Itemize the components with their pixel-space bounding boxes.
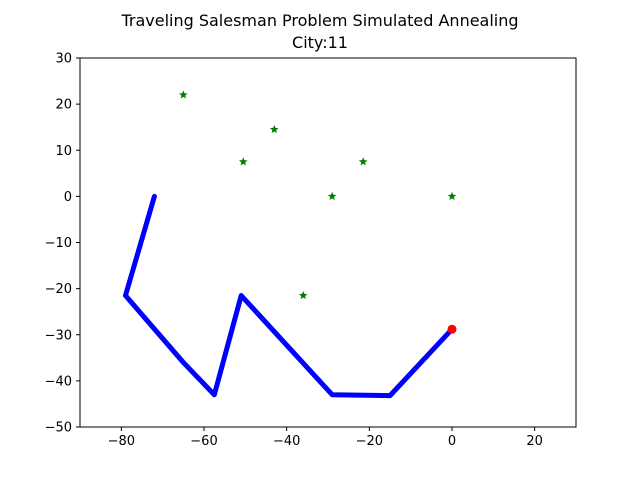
- y-tick-label: −20: [45, 282, 72, 297]
- y-tick-label: 10: [55, 144, 72, 159]
- y-tick-label: −10: [45, 236, 72, 251]
- x-tick-label: −20: [356, 434, 383, 449]
- city-star-marker: [327, 191, 337, 201]
- chart-title: Traveling Salesman Problem Simulated Ann…: [121, 11, 519, 30]
- y-tick-label: 30: [55, 52, 72, 67]
- current-city-marker: [447, 324, 457, 334]
- chart-subtitle: City:11: [292, 33, 348, 52]
- x-axis-ticks: −80 −60 −40 −20 0 20: [108, 427, 543, 449]
- plot-area: [122, 90, 457, 399]
- city-star-marker: [358, 157, 368, 166]
- x-tick-label: 0: [448, 434, 456, 449]
- city-star-marker: [238, 157, 248, 166]
- y-tick-label: −30: [45, 328, 72, 343]
- axes-frame: [79, 57, 577, 428]
- city-star-marker: [298, 291, 308, 300]
- y-tick-label: −40: [45, 374, 72, 389]
- y-tick-label: 0: [64, 190, 72, 205]
- y-tick-label: 20: [55, 98, 72, 113]
- city-star-marker: [179, 90, 188, 99]
- city-star-marker: [447, 191, 457, 201]
- city-star-marker: [269, 124, 279, 134]
- y-axis-ticks: 30 20 10 0 −10 −20 −30 −40 −50: [45, 52, 80, 436]
- x-tick-label: −40: [273, 434, 300, 449]
- y-tick-label: −50: [45, 421, 72, 436]
- x-tick-label: −60: [190, 434, 217, 449]
- x-tick-label: 20: [526, 434, 543, 449]
- x-tick-label: −80: [108, 434, 135, 449]
- route-line: [122, 193, 455, 399]
